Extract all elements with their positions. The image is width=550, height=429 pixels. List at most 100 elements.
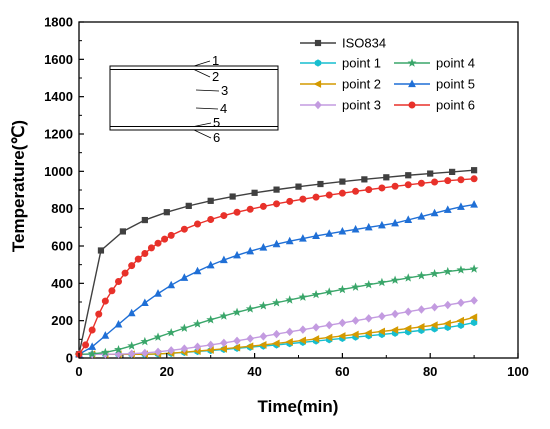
data-point <box>449 168 456 175</box>
data-point <box>325 229 334 237</box>
data-point <box>405 172 412 179</box>
y-tick-label: 0 <box>66 351 73 366</box>
data-point <box>180 273 189 281</box>
data-point <box>251 189 258 196</box>
y-tick-label: 1000 <box>44 164 73 179</box>
data-point <box>219 311 229 320</box>
data-point <box>207 215 215 223</box>
data-point <box>299 195 307 203</box>
data-point <box>469 264 479 273</box>
y-tick-label: 800 <box>51 201 73 216</box>
data-point <box>299 325 307 334</box>
data-point <box>232 343 241 352</box>
series-point-6 <box>75 175 478 358</box>
series-iso834 <box>75 167 478 358</box>
data-point <box>206 315 216 324</box>
data-point <box>339 178 346 185</box>
data-point <box>108 287 116 295</box>
data-point <box>377 327 386 336</box>
legend-swatch-marker <box>314 59 322 67</box>
y-tick-label: 200 <box>51 313 73 328</box>
y-tick-label: 1400 <box>44 89 73 104</box>
data-point <box>115 277 123 285</box>
data-point <box>233 250 241 259</box>
data-point <box>312 231 320 240</box>
data-point <box>95 310 103 318</box>
legend-item: point 1 <box>300 56 381 71</box>
data-point <box>141 249 149 257</box>
inset-leader-line <box>193 69 211 78</box>
data-point <box>258 341 267 349</box>
data-point <box>194 220 202 228</box>
data-point <box>470 175 478 183</box>
data-point <box>443 300 452 310</box>
data-point <box>444 177 452 185</box>
data-point <box>351 224 360 233</box>
data-point <box>338 189 346 197</box>
legend-label: point 4 <box>436 56 475 71</box>
data-point <box>311 289 321 299</box>
series-point-2 <box>74 313 478 359</box>
data-point <box>167 231 175 239</box>
data-point <box>391 309 399 319</box>
data-point <box>220 338 228 348</box>
data-point <box>391 218 399 227</box>
data-point <box>377 277 387 287</box>
inset-point-label: 5 <box>213 115 220 130</box>
x-tick-label: 80 <box>423 364 437 379</box>
data-point <box>443 319 451 328</box>
data-point <box>273 186 280 193</box>
data-point <box>154 289 162 297</box>
data-point <box>286 197 294 205</box>
legend-label: point 6 <box>436 98 475 113</box>
data-point <box>430 268 440 278</box>
data-point <box>185 202 192 209</box>
inset-diagram: 123 456 <box>109 53 279 145</box>
data-point <box>219 344 227 353</box>
data-point <box>338 318 347 328</box>
legend-label: ISO834 <box>342 36 386 51</box>
data-point <box>179 323 189 332</box>
data-point <box>378 184 386 192</box>
data-point <box>147 244 155 252</box>
data-point <box>351 316 360 325</box>
data-point <box>141 348 149 358</box>
data-point <box>101 331 110 339</box>
inset-point-label: 2 <box>212 69 219 84</box>
inset-point-label: 1 <box>212 53 219 68</box>
data-point <box>141 216 148 224</box>
legend-swatch-marker <box>313 80 322 88</box>
data-point <box>352 187 360 195</box>
data-point <box>140 336 150 346</box>
legend-label: point 5 <box>436 77 475 92</box>
data-point <box>337 284 347 294</box>
data-point <box>325 320 334 330</box>
data-point <box>443 205 452 213</box>
data-point <box>390 326 399 334</box>
inset-plate <box>109 65 279 131</box>
data-point <box>167 346 175 355</box>
data-point <box>272 298 281 307</box>
y-tick-label: 1600 <box>44 52 73 67</box>
data-point <box>416 322 425 331</box>
data-point <box>127 341 137 350</box>
data-point <box>456 316 465 325</box>
data-point <box>193 319 202 328</box>
data-point <box>87 349 97 358</box>
data-point <box>417 305 426 314</box>
data-point <box>361 176 368 183</box>
data-point <box>207 197 214 204</box>
data-point <box>470 167 478 174</box>
data-point <box>430 321 438 330</box>
data-point <box>456 265 466 274</box>
data-point <box>311 335 320 343</box>
data-point <box>219 255 228 264</box>
data-point <box>220 212 228 220</box>
data-point <box>232 307 242 317</box>
data-point <box>312 323 320 332</box>
data-point <box>351 330 359 339</box>
data-point <box>88 326 96 334</box>
data-point <box>391 182 399 190</box>
data-point <box>457 176 465 184</box>
data-point <box>431 178 439 186</box>
